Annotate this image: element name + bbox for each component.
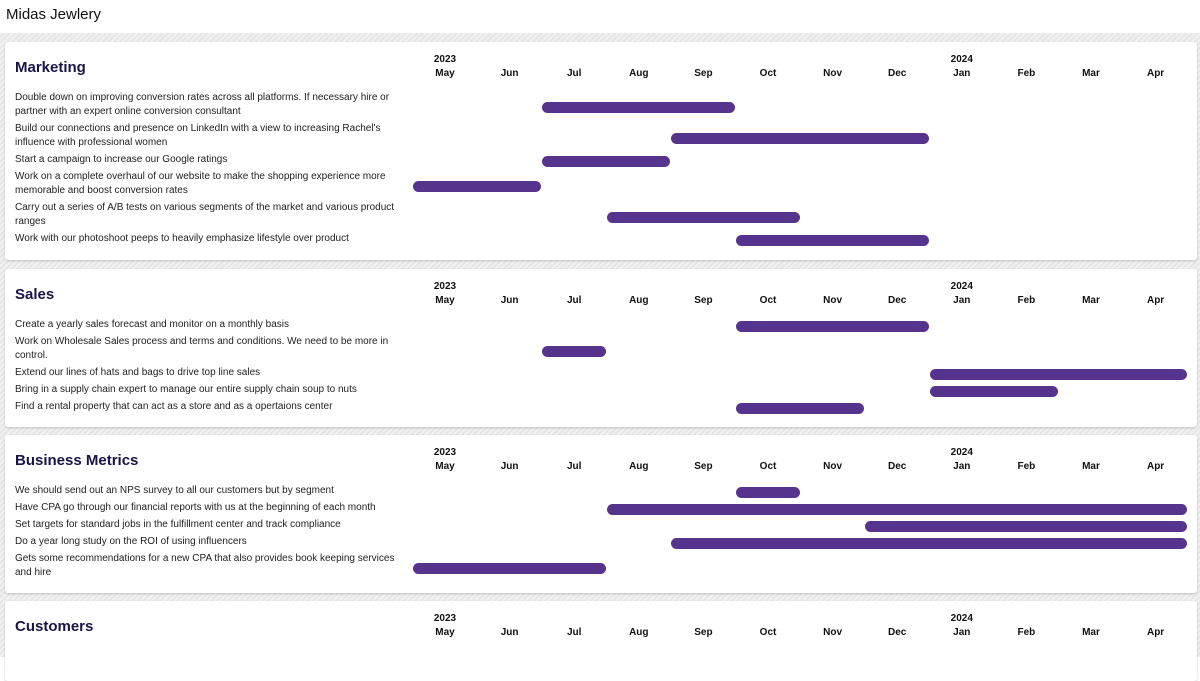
month-label: Mar <box>1082 461 1100 472</box>
task-label: Build our connections and presence on Li… <box>15 123 381 148</box>
year-label: 2023 <box>433 447 457 458</box>
task-label: Work with our photoshoot peeps to heavil… <box>15 233 349 244</box>
month-label: Jun <box>500 295 519 306</box>
section-sales: Sales 2023 2024 May Jun Jul Aug Sep Oct Nov Dec Jan… <box>5 269 1197 427</box>
year-label: 2023 <box>433 54 457 65</box>
year-label: 2024 <box>950 54 973 65</box>
month-label: Mar <box>1082 68 1100 79</box>
timeline-bar[interactable] <box>671 538 1188 549</box>
month-label: Nov <box>823 68 843 79</box>
month-label: Feb <box>1017 68 1036 79</box>
month-label: Aug <box>629 461 649 472</box>
task-label: Have CPA go through our financial report… <box>15 502 376 513</box>
roadmap-canvas: Marketing 2023 2024 May Jun Jul Aug Sep Oct Nov De… <box>0 33 1200 681</box>
task-label: Work on Wholesale Sales process and term… <box>15 336 389 361</box>
month-label: Jan <box>953 627 971 638</box>
month-label: Aug <box>629 295 649 306</box>
task-label: Carry out a series of A/B tests on vario… <box>15 202 395 227</box>
month-label: Nov <box>823 627 843 638</box>
month-label: Oct <box>759 461 777 472</box>
month-label: Aug <box>629 68 649 79</box>
timeline-bar[interactable] <box>736 235 929 246</box>
month-label: Apr <box>1146 627 1165 638</box>
year-label: 2024 <box>950 281 973 292</box>
month-label: Sep <box>694 627 713 638</box>
month-label: Jun <box>500 68 519 79</box>
month-label: Jul <box>566 461 582 472</box>
month-label: Feb <box>1017 461 1036 472</box>
task-label: Gets some recommendations for a new CPA … <box>15 553 395 578</box>
timeline-bar[interactable] <box>929 369 1188 380</box>
month-label: Apr <box>1146 461 1165 472</box>
month-label: Jul <box>566 295 582 306</box>
timeline-bar[interactable] <box>606 212 800 223</box>
month-label: Sep <box>694 68 713 79</box>
month-label: Jun <box>500 627 519 638</box>
timeline-bar[interactable] <box>671 133 929 144</box>
task-label: Extend our lines of hats and bags to dri… <box>15 367 261 378</box>
month-label: Mar <box>1082 627 1100 638</box>
month-label: May <box>435 627 455 638</box>
timeline-bar[interactable] <box>736 403 865 414</box>
year-label: 2023 <box>433 281 457 292</box>
timeline-bar[interactable] <box>606 504 1188 515</box>
year-label: 2024 <box>950 613 973 624</box>
month-label: Oct <box>759 627 777 638</box>
month-label: Apr <box>1146 295 1165 306</box>
section-title: Marketing <box>15 59 86 76</box>
task-label: Create a yearly sales forecast and monit… <box>15 319 290 330</box>
task-label: Bring in a supply chain expert to manage… <box>15 384 357 395</box>
month-label: Jan <box>953 295 971 306</box>
task-label: Set targets for standard jobs in the ful… <box>15 519 341 530</box>
month-label: Dec <box>888 461 907 472</box>
month-label: Jan <box>953 68 971 79</box>
month-label: May <box>435 68 455 79</box>
month-label: Nov <box>823 295 843 306</box>
task-label: Work on a complete overhaul of our websi… <box>15 171 386 196</box>
month-label: Apr <box>1146 68 1165 79</box>
month-label: Jan <box>953 461 971 472</box>
month-label: Dec <box>888 627 907 638</box>
month-label: Jul <box>566 68 582 79</box>
timeline-bar[interactable] <box>736 487 800 498</box>
month-label: Jul <box>566 627 582 638</box>
section-title: Business Metrics <box>15 452 139 469</box>
timeline-bar[interactable] <box>542 156 671 167</box>
task-label: Start a campaign to increase our Google … <box>15 154 228 165</box>
month-label: Sep <box>694 461 713 472</box>
app-title: Midas Jewlery <box>6 6 102 23</box>
year-label: 2023 <box>433 613 457 624</box>
task-label: We should send out an NPS survey to all … <box>15 485 334 496</box>
section-marketing: Marketing 2023 2024 May Jun Jul Aug Sep Oct Nov De… <box>5 42 1197 260</box>
year-label: 2024 <box>950 447 973 458</box>
timeline-bar[interactable] <box>413 563 606 574</box>
timeline-bar[interactable] <box>542 346 606 357</box>
month-label: Oct <box>759 295 777 306</box>
timeline-bar[interactable] <box>865 521 1188 532</box>
month-label: Feb <box>1017 627 1036 638</box>
timeline-bar[interactable] <box>929 386 1058 397</box>
month-label: May <box>435 461 455 472</box>
task-label: Double down on improving conversion rate… <box>15 92 390 117</box>
month-label: Dec <box>888 295 907 306</box>
section-business-metrics: Business Metrics 2023 2024 May Jun Jul Aug Sep O… <box>5 435 1197 593</box>
task-label: Do a year long study on the ROI of using… <box>15 536 247 547</box>
section-customers: Customers 2023 2024 May Jun Jul Aug Sep Oct Nov De… <box>5 601 1197 681</box>
timeline-bar[interactable] <box>413 181 542 192</box>
month-label: Mar <box>1082 295 1100 306</box>
month-label: Jun <box>500 461 519 472</box>
month-label: May <box>435 295 455 306</box>
month-label: Dec <box>888 68 907 79</box>
month-label: Sep <box>694 295 713 306</box>
app-header: Midas Jewlery <box>0 0 1200 31</box>
month-label: Oct <box>759 68 777 79</box>
month-label: Aug <box>629 627 649 638</box>
section-title: Sales <box>15 286 55 303</box>
month-label: Nov <box>823 461 843 472</box>
month-label: Feb <box>1017 295 1036 306</box>
section-title: Customers <box>15 618 94 635</box>
task-label: Find a rental property that can act as a… <box>15 401 333 412</box>
timeline-bar[interactable] <box>736 321 929 332</box>
timeline-bar[interactable] <box>542 102 735 113</box>
